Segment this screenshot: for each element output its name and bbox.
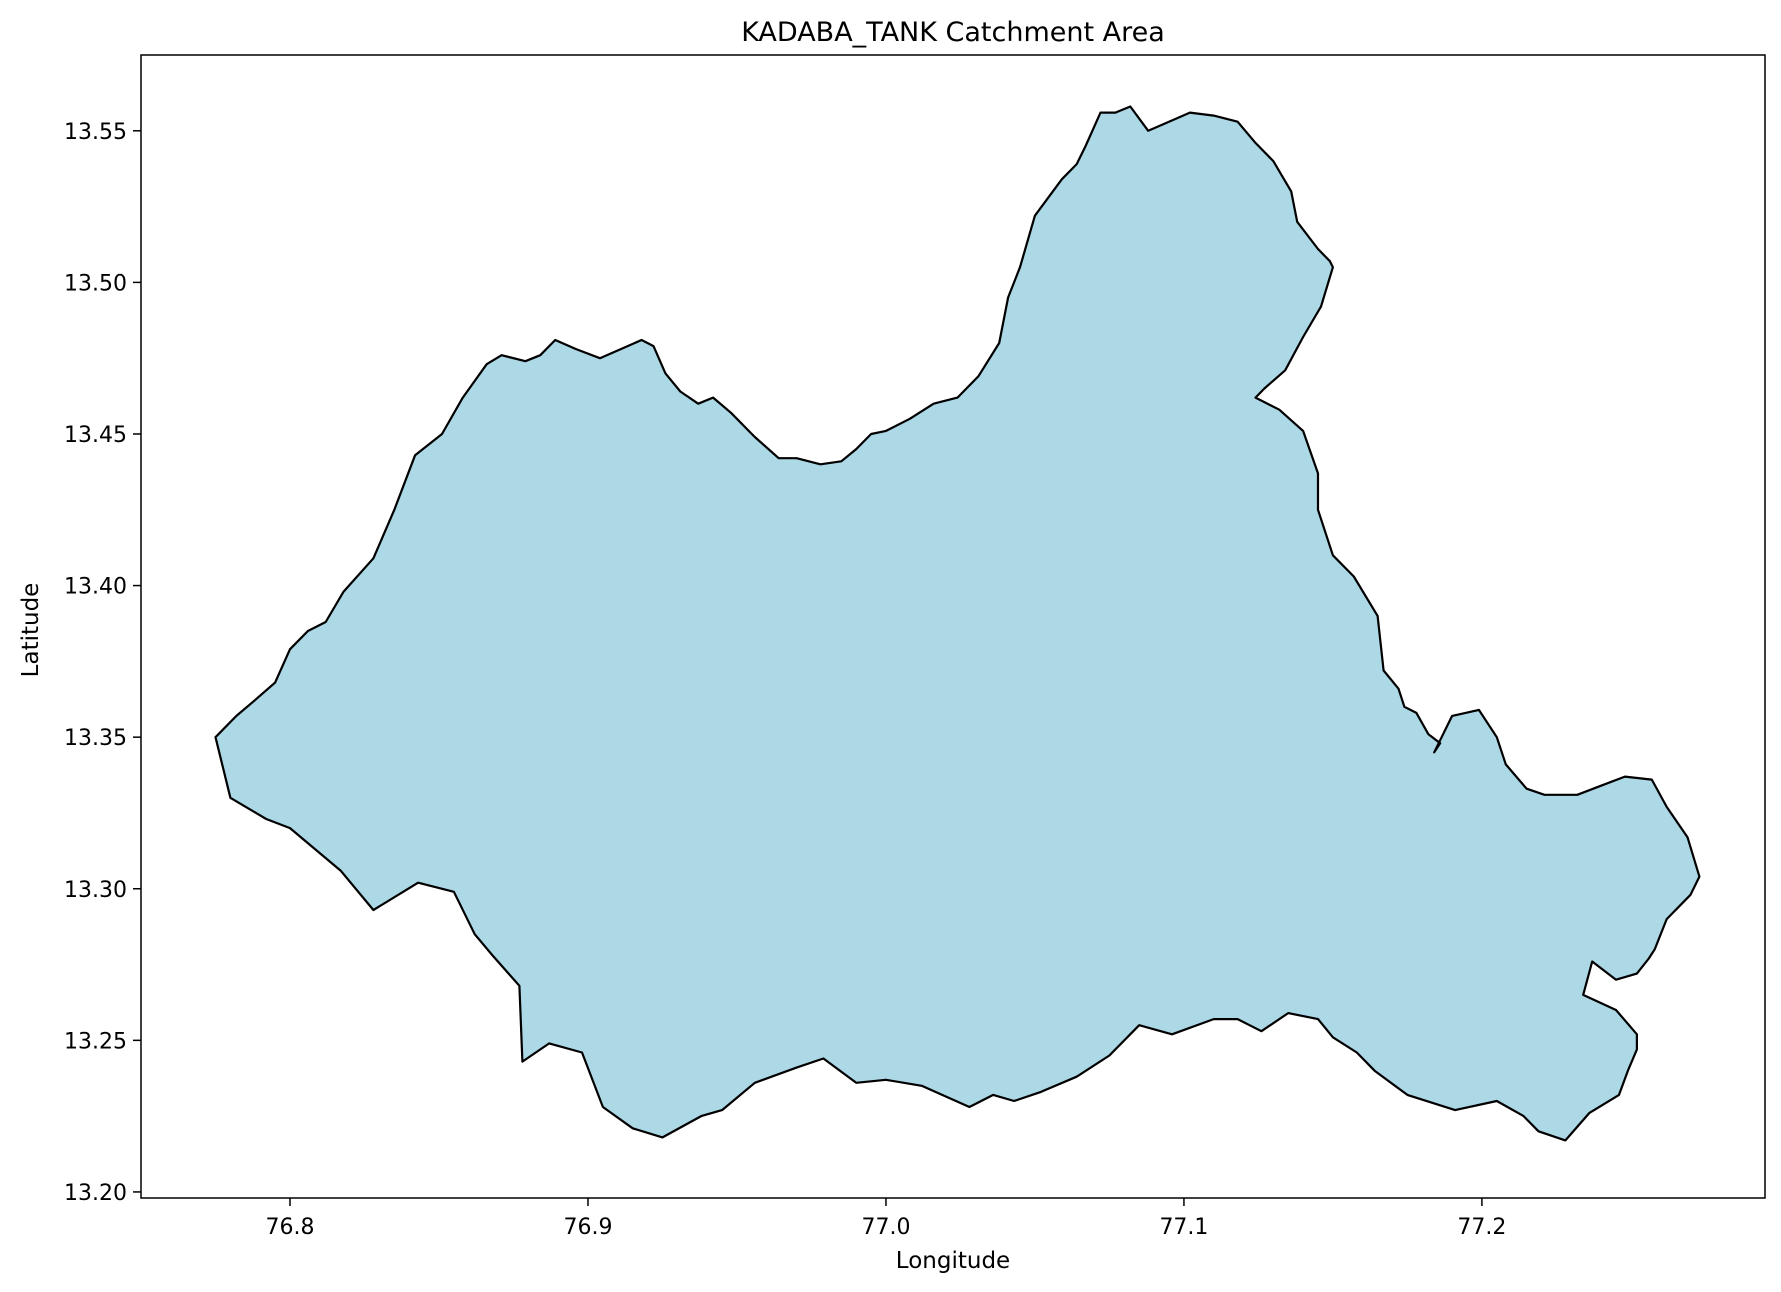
y-tick-label: 13.45 [64,423,127,448]
y-tick-label: 13.40 [64,575,127,600]
x-tick-label: 76.8 [265,1215,314,1240]
axes-frame [140,54,1766,1199]
x-tick-label: 77.0 [861,1215,910,1240]
y-tick-label: 13.35 [64,726,127,751]
x-tick-label: 77.2 [1457,1215,1506,1240]
y-axis-ticks: 13.20 13.25 13.30 13.35 13.40 13.45 13.50 13.55 [64,120,141,1206]
y-tick-label: 13.30 [64,878,127,903]
x-tick-label: 77.1 [1159,1215,1208,1240]
chart-title: KADABA_TANK Catchment Area [741,17,1165,48]
y-tick-label: 13.50 [64,271,127,296]
y-tick-label: 13.20 [64,1181,127,1206]
x-axis-ticks: 76.8 76.9 77.0 77.1 77.2 [265,1198,1506,1240]
x-axis-label: Longitude [896,1248,1010,1274]
y-axis-label: Latitude [18,583,44,678]
x-tick-label: 76.9 [563,1215,612,1240]
y-tick-label: 13.55 [64,120,127,145]
catchment-polygon [214,105,1701,1142]
y-tick-label: 13.25 [64,1029,127,1054]
